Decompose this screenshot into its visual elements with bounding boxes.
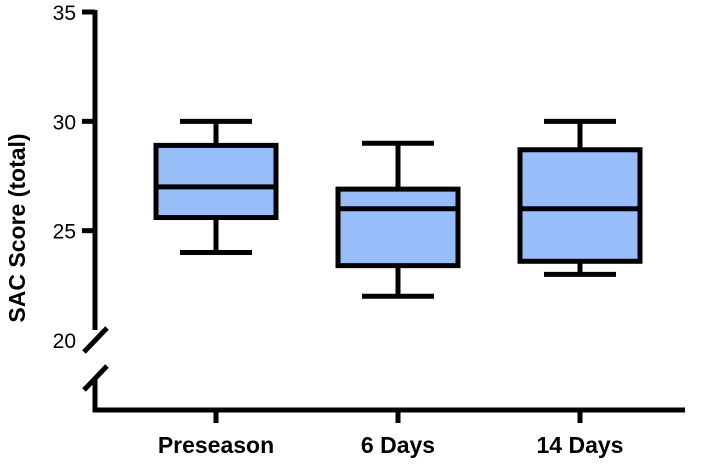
box-iqr: [335, 186, 461, 269]
box-iqr: [517, 147, 643, 264]
box-3: [517, 118, 643, 277]
x-tick-label-3: 14 Days: [537, 432, 624, 458]
axis-break-mark-upper: [82, 326, 109, 354]
x-tick-label-1: Preseason: [158, 432, 274, 458]
y-axis: 20 25 30 35: [53, 2, 109, 412]
box-1: [153, 118, 279, 256]
boxes: [153, 118, 643, 299]
axis-break-mark-lower: [82, 364, 109, 392]
x-tick-label-2: 6 Days: [361, 432, 435, 458]
box-2: [335, 140, 461, 299]
y-tick-label-30: 30: [53, 111, 76, 134]
y-axis-title: SAC Score (total): [4, 133, 30, 322]
y-tick-label-35: 35: [53, 2, 76, 25]
y-tick-label-20: 20: [53, 330, 76, 353]
y-tick-label-25: 25: [53, 221, 76, 244]
box-iqr: [153, 142, 279, 221]
x-axis: Preseason 6 Days 14 Days: [92, 407, 685, 458]
